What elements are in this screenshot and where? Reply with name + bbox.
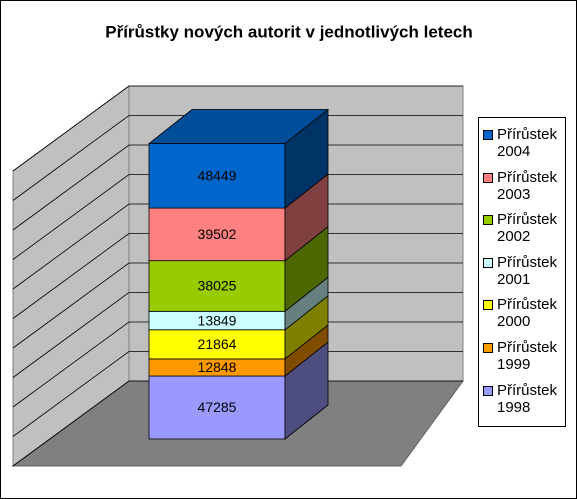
legend-label: Přírůstek 2002 — [497, 211, 558, 246]
legend-entry: Přírůstek 2001 — [483, 254, 565, 297]
chart-title: Přírůstky nových autorit v jednotlivých … — [105, 22, 473, 41]
legend-swatch — [483, 385, 493, 396]
grid-line — [12, 321, 463, 408]
data-label: 13849 — [198, 312, 237, 328]
legend-swatch — [483, 215, 493, 226]
legend-swatch — [483, 130, 493, 140]
legend-swatch — [483, 342, 493, 353]
data-label: 12848 — [198, 359, 237, 375]
legend-entry: Přírůstek 2004 — [483, 126, 565, 169]
grid-line — [12, 174, 463, 260]
grid-line — [12, 85, 463, 172]
legend-entry: Přírůstek 1998 — [483, 382, 565, 425]
legend-entry: Přírůstek 2000 — [483, 296, 565, 339]
grid-line — [12, 262, 463, 349]
grid-line — [12, 203, 463, 290]
data-label: 38025 — [198, 278, 237, 294]
bar-top — [147, 109, 330, 144]
legend-entry: Přírůstek 2003 — [483, 169, 565, 212]
legend-label: Přírůstek 2004 — [497, 126, 558, 160]
bar-segment — [148, 207, 286, 262]
data-label: 48449 — [198, 168, 237, 184]
grid-line — [12, 115, 463, 201]
legend-label: Přírůstek 2003 — [497, 168, 558, 203]
data-label: 21864 — [198, 336, 237, 352]
legend-swatch — [483, 172, 493, 183]
legend-label: Přírůstek 2000 — [497, 296, 558, 331]
grid-line — [12, 233, 463, 319]
legend-label: Přírůstek 1998 — [497, 381, 558, 416]
legend-label: Přírůstek 1999 — [497, 338, 558, 373]
bar-segment — [148, 260, 286, 312]
bar-segment — [148, 143, 286, 209]
data-label: 47285 — [198, 399, 237, 415]
grid-line — [12, 144, 463, 231]
legend: Přírůstek 2004 Přírůstek 2003 Přírůstek 20… — [478, 117, 566, 427]
grid-line — [12, 292, 463, 378]
grid-line — [12, 351, 463, 437]
grid-line — [12, 380, 463, 467]
legend-entry: Přírůstek 1999 — [483, 339, 565, 382]
legend-label: Přírůstek 2001 — [497, 253, 558, 288]
legend-swatch — [483, 300, 493, 311]
legend-swatch — [483, 257, 493, 268]
legend-entry: Přírůstek 2002 — [483, 211, 565, 254]
data-label: 39502 — [198, 226, 237, 242]
